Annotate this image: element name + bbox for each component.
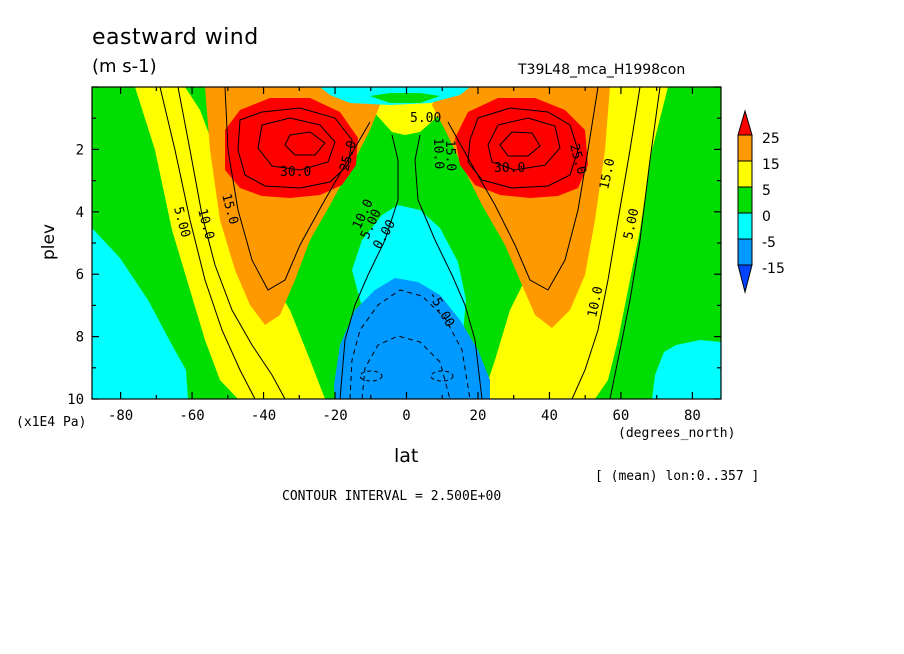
colorbar-arrow-bottom <box>737 264 753 294</box>
contour-line <box>257 117 336 171</box>
contour-label: 10.0 <box>430 138 446 170</box>
x-tick-label: -80 <box>108 408 133 424</box>
contour-line-negative <box>430 370 454 382</box>
colorbar: 25 15 5 0 -5 -15 <box>737 109 785 294</box>
colorbar-swatch <box>737 160 753 188</box>
colorbar-swatch <box>737 238 753 266</box>
contour-line <box>487 117 561 171</box>
y-axis-label: plev <box>39 224 59 260</box>
colorbar-label: 15 <box>762 157 780 173</box>
y-tick-label: 10 <box>67 392 84 408</box>
chart-units: (m s-1) <box>92 56 157 77</box>
colorbar-label: 5 <box>762 183 771 199</box>
band-cyan-north <box>652 340 721 399</box>
x-tick-label: -60 <box>179 408 204 424</box>
contour-line-negative <box>359 370 383 382</box>
contour-line <box>159 87 256 399</box>
contour-line-negative <box>349 289 471 399</box>
colorbar-label: 0 <box>762 209 771 225</box>
contour-line <box>467 107 579 189</box>
contour-lines <box>159 87 661 399</box>
y-axis-unit: (x1E4 Pa) <box>16 415 87 430</box>
contour-label: 5.00 <box>621 207 642 241</box>
axes: -80 -60 -40 -20 0 20 40 60 80 2 4 6 8 10 <box>67 86 721 424</box>
contour-line <box>571 87 641 399</box>
x-tick-label: 0 <box>402 408 410 424</box>
colorbar-arrow-top <box>737 109 753 136</box>
contour-line <box>237 107 353 189</box>
contour-line <box>224 87 371 291</box>
run-name: T39L48_mca_H1998con <box>518 62 686 78</box>
contour-label: 10.0 <box>585 285 606 319</box>
contour-label: 5.00 <box>410 111 441 126</box>
colorbar-swatch <box>737 212 753 240</box>
y-tick-label: 6 <box>76 267 84 283</box>
band-green-top-inner <box>370 93 440 103</box>
x-axis-unit: (degrees_north) <box>618 426 736 441</box>
x-tick-label: 20 <box>470 408 487 424</box>
contour-label: 30.0 <box>494 161 525 176</box>
colorbar-label: -15 <box>762 261 785 277</box>
colorbar-label: -5 <box>762 235 776 251</box>
filled-contours <box>92 87 721 399</box>
x-tick-label: -40 <box>251 408 276 424</box>
contour-line <box>499 131 541 157</box>
mean-note: [ (mean) lon:0..357 ] <box>595 469 760 484</box>
x-axis-label: lat <box>394 445 419 467</box>
contour-line <box>339 134 399 399</box>
band-cyan-south <box>92 228 188 399</box>
y-tick-label: 8 <box>76 330 84 346</box>
x-tick-label: -20 <box>322 408 347 424</box>
contour-line <box>609 87 661 399</box>
y-tick-label: 2 <box>76 142 84 158</box>
x-tick-label: 80 <box>684 408 701 424</box>
colorbar-swatch <box>737 186 753 214</box>
contour-label: 30.0 <box>280 165 311 180</box>
band-cyan-top-strip <box>365 87 445 92</box>
contour-line <box>284 131 326 156</box>
contour-line <box>177 87 286 399</box>
contour-line-negative <box>361 335 451 399</box>
chart-title: eastward wind <box>92 25 259 50</box>
band-red-north <box>455 98 588 198</box>
contour-interval: CONTOUR INTERVAL = 2.500E+00 <box>282 489 502 504</box>
x-tick-label: 60 <box>613 408 630 424</box>
contour-label: 15.0 <box>442 140 458 172</box>
contour-line <box>447 87 599 291</box>
y-tick-label: 4 <box>76 205 84 221</box>
x-tick-label: 40 <box>541 408 558 424</box>
band-blue-equator <box>334 278 490 399</box>
contour-label: 15.0 <box>597 157 618 191</box>
contour-line <box>414 134 483 399</box>
colorbar-label: 25 <box>762 131 780 147</box>
band-red-south <box>225 98 358 198</box>
colorbar-swatch <box>737 134 753 162</box>
